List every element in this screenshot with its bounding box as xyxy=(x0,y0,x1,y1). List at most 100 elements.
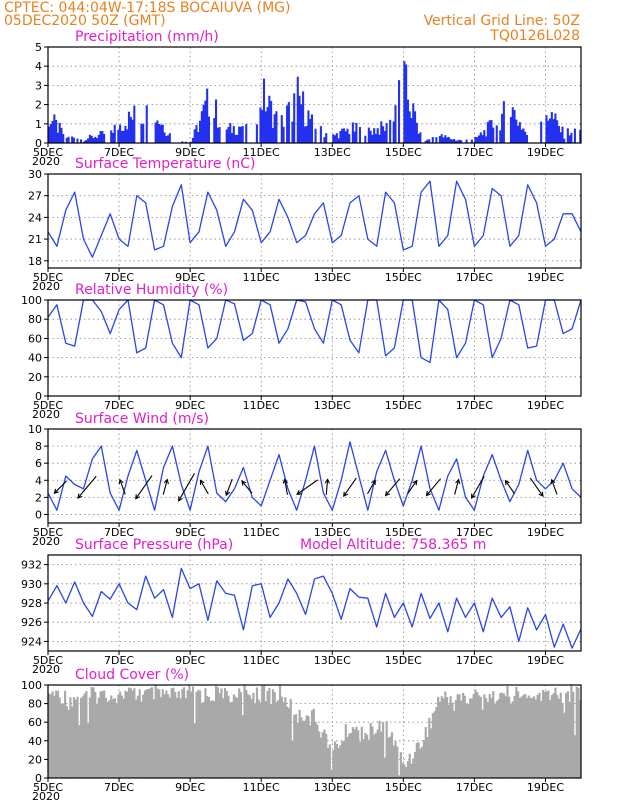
cloud-bar xyxy=(225,690,228,778)
precip-bar xyxy=(332,134,335,143)
cloud-bar xyxy=(138,689,141,778)
cloud-bar xyxy=(124,690,127,778)
precip-bar xyxy=(342,128,346,143)
x-tick-label: 15DEC xyxy=(385,654,422,667)
precip-bar xyxy=(545,115,548,143)
cloud-bar xyxy=(554,687,557,778)
y-tick-label: 926 xyxy=(21,616,42,629)
precip-bar xyxy=(403,61,406,143)
cloud-bar xyxy=(110,695,113,778)
cloud-bar xyxy=(357,730,360,778)
precip-bar xyxy=(140,123,143,143)
precip-bar xyxy=(218,127,221,143)
precip-bar xyxy=(122,130,125,143)
cloud-bar xyxy=(353,729,356,778)
cloud-bar xyxy=(85,691,88,778)
x-year-label: 2020 xyxy=(32,280,60,293)
precip-bar xyxy=(207,116,210,143)
cloud-bar xyxy=(549,699,552,778)
cloud-bar xyxy=(92,687,95,778)
cloud-bar xyxy=(165,690,168,778)
cloud-bar xyxy=(488,693,491,778)
precip-bar xyxy=(83,140,86,143)
precip-bar xyxy=(56,132,59,143)
cloud-bar xyxy=(175,697,179,778)
y-tick-label: 0 xyxy=(35,390,42,403)
precip-bar xyxy=(193,129,196,143)
precip-bar xyxy=(424,140,427,143)
cloud-bar xyxy=(447,704,450,778)
cloud-bar xyxy=(565,693,568,778)
precip-bar xyxy=(451,139,454,143)
cloud-bar xyxy=(115,703,118,778)
precip-bar xyxy=(559,132,562,143)
cloud-bar xyxy=(568,701,571,778)
precip-bar xyxy=(195,125,198,143)
precip-bar xyxy=(385,123,388,143)
x-tick-label: 15DEC xyxy=(385,146,422,159)
precip-bar xyxy=(234,134,237,143)
cloud-bar xyxy=(413,751,417,778)
precip-bar xyxy=(262,78,266,143)
precip-bar xyxy=(346,128,349,143)
cloud-bar xyxy=(335,743,338,778)
cloud-bar xyxy=(328,744,331,778)
cloud-bar xyxy=(179,698,182,778)
precip-bar xyxy=(79,139,83,143)
cloud-bar xyxy=(106,701,109,778)
x-tick-label: 19DEC xyxy=(527,399,564,412)
precip-bar xyxy=(126,129,129,143)
cloud-bar xyxy=(522,694,525,778)
precip-bar xyxy=(522,128,525,143)
cloud-bar xyxy=(200,703,203,778)
precip-bar xyxy=(566,128,569,143)
x-year-label: 2020 xyxy=(32,155,60,168)
cloud-bar xyxy=(302,720,305,778)
precip-bar xyxy=(374,133,377,143)
cloud-bar xyxy=(181,689,184,778)
cloud-bar xyxy=(513,695,516,778)
precip-bar xyxy=(309,118,312,143)
cloud-bar xyxy=(445,697,449,778)
precip-bar xyxy=(280,115,283,143)
cloud-bar xyxy=(83,693,86,778)
cloud-bar xyxy=(422,740,426,778)
cloud-bar xyxy=(248,695,251,778)
precip-bar xyxy=(515,119,518,143)
precip-bar xyxy=(305,126,308,143)
cloud-bar xyxy=(72,697,76,778)
precip-bar xyxy=(511,107,514,143)
x-tick-label: 15DEC xyxy=(385,271,422,284)
precip-bar xyxy=(364,135,367,143)
cloud-bar xyxy=(538,692,541,778)
cloud-bar xyxy=(536,694,539,778)
precip-bar xyxy=(458,139,461,143)
precip-bar xyxy=(442,137,445,143)
cloud-bar xyxy=(321,732,324,778)
precip-bar xyxy=(310,114,314,143)
precip-bar xyxy=(202,104,205,143)
precip-bar xyxy=(337,138,340,143)
cloud-bar xyxy=(188,685,191,778)
x-tick-label: 19DEC xyxy=(527,654,564,667)
cloud-bar xyxy=(241,715,244,778)
precip-bar xyxy=(570,132,573,143)
cloud-bar xyxy=(305,715,308,778)
precip-bar xyxy=(156,120,159,143)
cloud-bar xyxy=(223,688,227,778)
cloud-bar xyxy=(383,757,386,778)
precip-bar xyxy=(495,125,498,143)
plot-frame xyxy=(47,173,582,269)
cloud-bar xyxy=(69,697,72,778)
precip-bar xyxy=(113,124,116,143)
precip-bar xyxy=(552,119,555,143)
cloud-bar xyxy=(170,688,173,778)
y-tick-label: 80 xyxy=(28,698,42,711)
wind-series-line xyxy=(47,441,582,511)
cloud-bar xyxy=(99,691,102,778)
precip-bar xyxy=(563,138,566,143)
cloud-bar xyxy=(390,732,394,778)
cloud-bar xyxy=(79,697,83,778)
cloud-bar xyxy=(382,722,385,778)
cloud-bar xyxy=(566,691,569,778)
